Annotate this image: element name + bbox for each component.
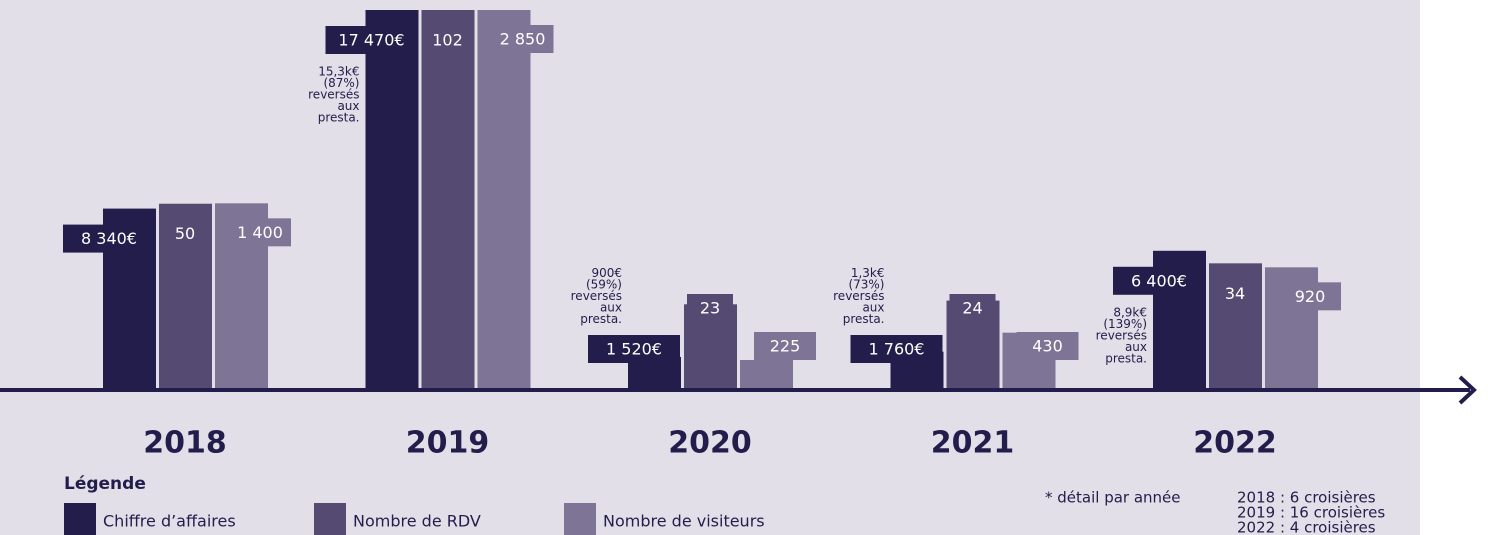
bar (421, 10, 475, 390)
annotation: reversés (833, 289, 884, 303)
annotation: presta. (1105, 351, 1147, 365)
label-box (325, 26, 418, 54)
x-tick-label: 2018 (143, 426, 227, 461)
annotation: (87%) (323, 76, 359, 90)
bar (740, 360, 793, 390)
value-label: 2 850 (500, 30, 546, 49)
value-label: 23 (700, 299, 720, 318)
bar (477, 10, 531, 390)
footnote-detail: 2022 : 4 croisières (1237, 519, 1376, 535)
value-label: 24 (962, 299, 982, 318)
value-label: 1 400 (237, 223, 283, 242)
x-tick-label: 2020 (668, 426, 752, 461)
annotation: 1,3k€ (851, 266, 885, 280)
value-label: 34 (1225, 284, 1245, 303)
annotation: (73%) (848, 277, 884, 291)
annotation: aux (600, 300, 622, 314)
annotation: reversés (571, 289, 622, 303)
label-box (1212, 279, 1258, 308)
x-tick-label: 2021 (931, 426, 1015, 461)
label-box (229, 218, 291, 247)
label-box (1113, 266, 1205, 295)
annotation: aux (337, 99, 359, 113)
label-box (162, 219, 208, 248)
label-box (491, 25, 554, 53)
annotation: presta. (318, 111, 360, 125)
label-box (63, 224, 155, 253)
annotation: presta. (580, 312, 622, 326)
value-label: 920 (1295, 287, 1326, 306)
annotation: aux (862, 300, 884, 314)
label-box (588, 335, 680, 363)
label-box (424, 26, 471, 54)
footnote-detail: 2018 : 6 croisières (1237, 489, 1376, 507)
annotation: 900€ (591, 266, 622, 280)
legend-swatch (564, 503, 596, 535)
axis-arrow (1458, 375, 1477, 405)
bar (365, 10, 419, 390)
x-tick-label: 2022 (1193, 426, 1277, 461)
value-label: 8 340€ (81, 229, 137, 248)
value-label: 1 760€ (869, 340, 925, 359)
label-box (949, 294, 996, 322)
annotation: aux (1125, 340, 1147, 354)
value-label: 1 520€ (606, 340, 662, 359)
x-tick-label: 2019 (406, 426, 490, 461)
annotation: reversés (1096, 328, 1147, 342)
value-label: 6 400€ (1131, 271, 1187, 290)
value-label: 50 (175, 224, 195, 243)
value-label: 430 (1032, 337, 1063, 356)
label-box (754, 332, 816, 360)
label-box (687, 294, 733, 322)
annotation: (59%) (586, 277, 622, 291)
label-box (850, 335, 943, 363)
legend-swatch (64, 503, 96, 535)
legend-swatch (314, 503, 346, 535)
legend-title: Légende (64, 474, 146, 494)
footnote-detail: 2019 : 16 croisières (1237, 504, 1385, 522)
annotation: presta. (843, 312, 885, 326)
value-label: 225 (770, 337, 801, 356)
footnote: * détail par année (1045, 489, 1181, 507)
annotation: reversés (308, 88, 359, 102)
value-label: 102 (432, 31, 463, 50)
legend-label: Nombre de visiteurs (603, 512, 765, 531)
annotation: 8,9k€ (1113, 305, 1147, 319)
value-label: 17 470€ (338, 31, 404, 50)
label-box (1016, 332, 1079, 360)
legend-label: Chiffre d’affaires (103, 512, 236, 531)
annotation: (139%) (1103, 317, 1147, 331)
legend-label: Nombre de RDV (353, 512, 481, 531)
annotation: 15,3k€ (318, 65, 359, 79)
label-box (1279, 282, 1341, 311)
